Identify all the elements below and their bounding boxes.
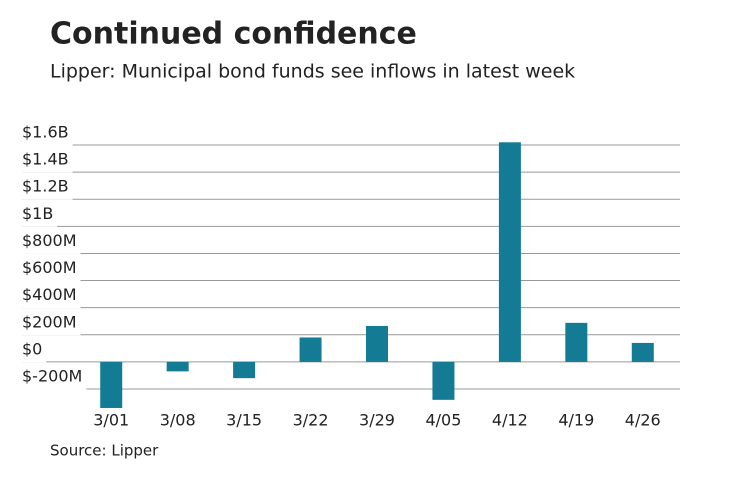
y-tick-label: $1.4B bbox=[22, 150, 69, 169]
y-tick-label-bg bbox=[20, 258, 81, 282]
x-tick-label: 3/29 bbox=[359, 411, 395, 430]
chart-subtitle: Lipper: Municipal bond funds see inflows… bbox=[50, 61, 575, 83]
bar bbox=[498, 142, 521, 362]
y-tick-label: $0 bbox=[22, 339, 42, 358]
y-tick-label: $800M bbox=[22, 231, 77, 250]
y-tick-label: $-200M bbox=[22, 367, 82, 386]
y-tick-label-bg bbox=[20, 203, 58, 227]
x-tick-label: 4/12 bbox=[492, 411, 528, 430]
y-tick-label: $400M bbox=[22, 285, 77, 304]
y-tick-label-bg bbox=[20, 312, 81, 336]
source-note: Source: Lipper bbox=[50, 442, 159, 460]
x-tick-label: 3/22 bbox=[293, 411, 329, 430]
bar bbox=[631, 342, 654, 362]
x-tick-label: 4/26 bbox=[625, 411, 661, 430]
y-tick-label: $1.2B bbox=[22, 177, 69, 196]
y-tick-label: $1B bbox=[22, 204, 53, 223]
x-tick-label: 3/01 bbox=[93, 411, 129, 430]
y-tick-label-bg bbox=[20, 122, 73, 146]
y-tick-label-bg bbox=[20, 230, 81, 254]
bar bbox=[366, 325, 388, 362]
bar bbox=[233, 361, 256, 379]
y-tick-label-bg bbox=[20, 176, 73, 200]
y-tick-label: $1.6B bbox=[22, 123, 69, 142]
bar bbox=[565, 322, 588, 362]
bar bbox=[100, 361, 123, 408]
y-tick-label-bg bbox=[20, 285, 81, 309]
bar bbox=[166, 361, 189, 372]
chart-title: Continued confidence bbox=[50, 17, 417, 52]
bar bbox=[299, 337, 322, 362]
x-tick-label: 4/05 bbox=[425, 411, 461, 430]
y-tick-label-bg bbox=[20, 149, 73, 173]
y-tick-label: $600M bbox=[22, 258, 77, 277]
y-tick-label-bg bbox=[20, 366, 87, 390]
x-tick-label: 3/08 bbox=[160, 411, 196, 430]
y-tick-label: $200M bbox=[22, 312, 77, 331]
bar bbox=[432, 361, 455, 400]
x-tick-label: 4/19 bbox=[558, 411, 594, 430]
x-tick-label: 3/15 bbox=[226, 411, 262, 430]
y-tick-label-bg bbox=[20, 339, 47, 363]
